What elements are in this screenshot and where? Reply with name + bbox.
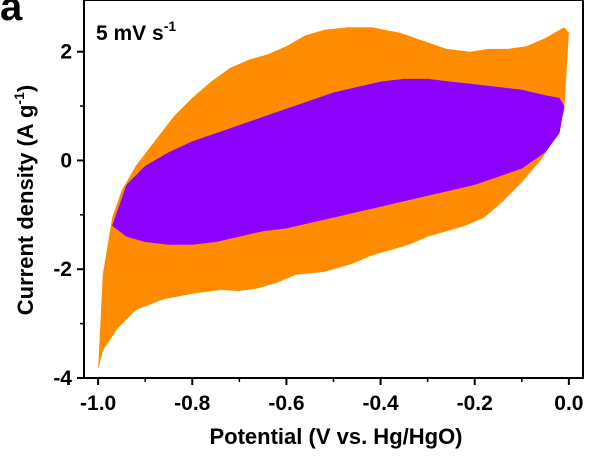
x-tick-label: -0.2 <box>457 392 493 415</box>
x-tick-label: -0.6 <box>268 392 304 415</box>
cv-series-1 <box>112 78 565 245</box>
plot-area: -1.0 -0.8 -0.6 -0.4 -0.2 0.0 -4 -2 0 2 <box>53 0 584 415</box>
panel-label: a <box>0 0 23 29</box>
x-tick-label: -0.4 <box>362 392 399 415</box>
x-axis-label: Potential (V vs. Hg/HgO) <box>209 424 462 449</box>
y-tick-label: -2 <box>53 258 72 281</box>
y-tick-label: 0 <box>60 149 72 172</box>
y-tick-label: -4 <box>53 367 72 390</box>
y-axis-label-end: ) <box>13 85 38 92</box>
y-tick-label: 2 <box>60 41 72 64</box>
series-layer <box>98 27 569 370</box>
scan-rate-text: 5 mV s <box>96 22 164 45</box>
scan-rate-annotation: 5 mV s-1 <box>96 18 176 45</box>
scan-rate-superscript: -1 <box>164 18 177 34</box>
y-axis-label: Current density (A g-1) <box>11 85 38 315</box>
y-axis-ticks: -4 -2 0 2 <box>53 41 84 390</box>
y-axis-label-main: Current density (A g <box>13 105 38 316</box>
x-tick-label: -0.8 <box>174 392 211 415</box>
y-axis-label-superscript: -1 <box>11 92 27 105</box>
x-axis-ticks: -1.0 -0.8 -0.6 -0.4 -0.2 0.0 <box>80 378 583 415</box>
x-tick-label: -1.0 <box>80 392 116 415</box>
x-tick-label: 0.0 <box>554 392 583 415</box>
